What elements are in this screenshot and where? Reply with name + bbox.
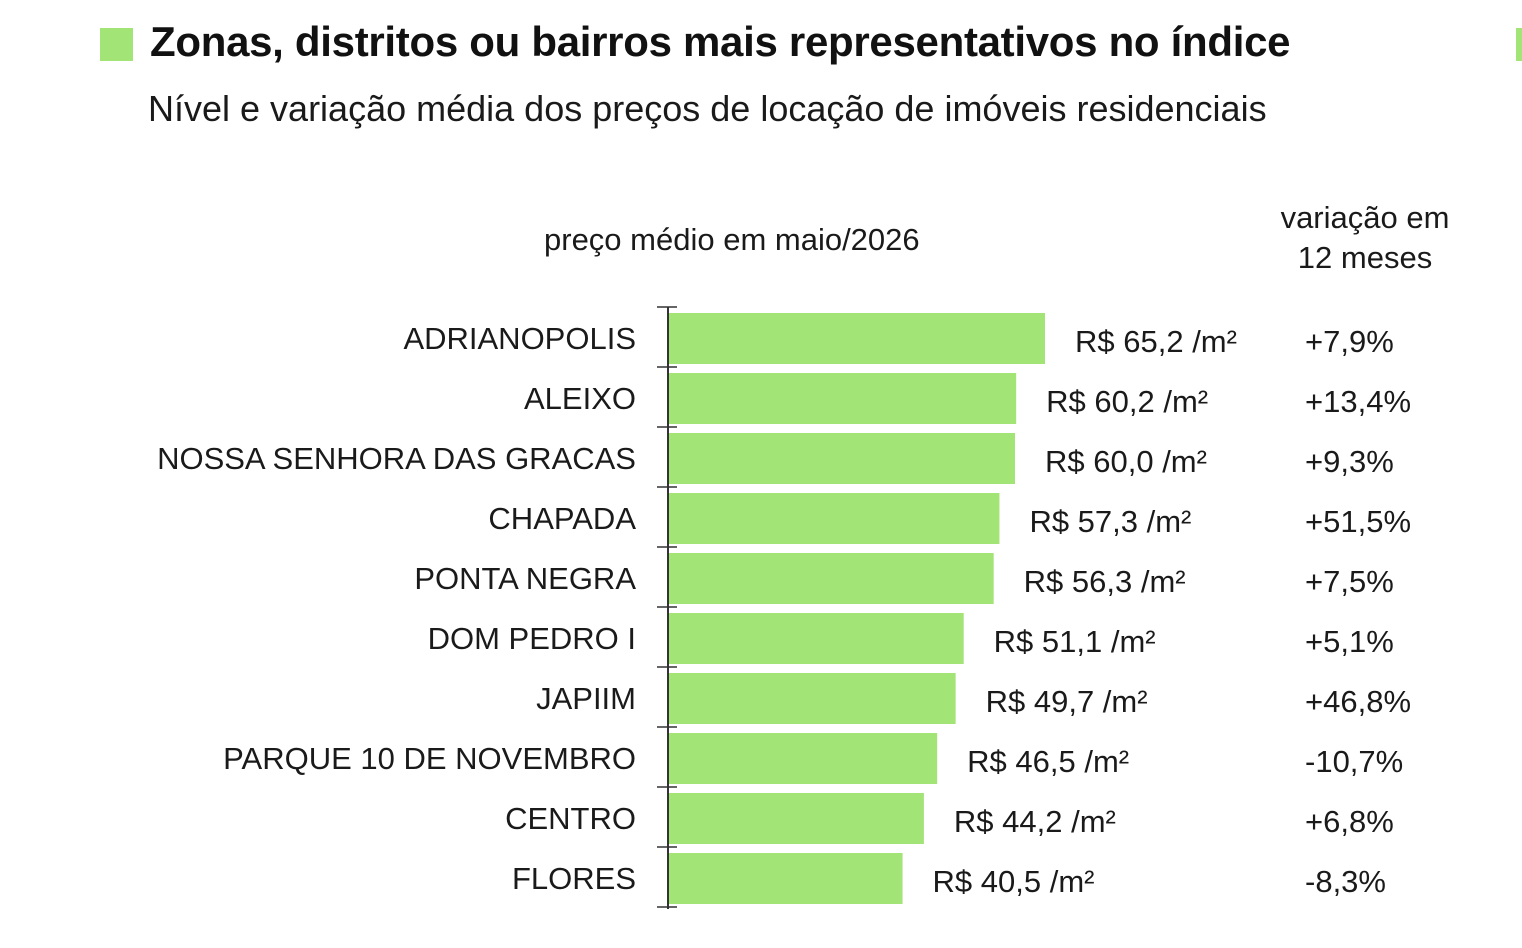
variation-label: +9,3% — [1305, 444, 1394, 479]
bar-2 — [669, 373, 1017, 424]
variation-label: +7,9% — [1305, 324, 1394, 359]
variation-label: -10,7% — [1305, 744, 1403, 779]
category-label: ALEIXO — [524, 381, 636, 416]
variation-label: -8,3% — [1305, 864, 1386, 899]
variation-label: +13,4% — [1305, 384, 1411, 419]
variation-column-header: variação em 12 meses — [1250, 198, 1480, 278]
variation-label: +46,8% — [1305, 684, 1411, 719]
variation-header-line1: variação em — [1280, 200, 1450, 235]
value-label: R$ 65,2 /m² — [1075, 324, 1237, 359]
category-label: PONTA NEGRA — [414, 561, 636, 596]
category-label: CENTRO — [505, 801, 636, 836]
bar-5 — [669, 553, 994, 604]
category-label: NOSSA SENHORA DAS GRACAS — [157, 441, 636, 476]
value-label: R$ 56,3 /m² — [1024, 564, 1186, 599]
bar-4 — [669, 493, 1000, 544]
category-label: DOM PEDRO I — [428, 621, 636, 656]
variation-header-line2: 12 meses — [1297, 240, 1433, 275]
category-label: PARQUE 10 DE NOVEMBRO — [223, 741, 636, 776]
bar-6 — [669, 613, 964, 664]
variation-label: +6,8% — [1305, 804, 1394, 839]
bar-8 — [669, 733, 938, 784]
variation-label: +7,5% — [1305, 564, 1394, 599]
chart-title: Zonas, distritos ou bairros mais represe… — [150, 18, 1291, 65]
category-label: CHAPADA — [488, 501, 636, 536]
value-label: R$ 46,5 /m² — [967, 744, 1129, 779]
edge-decoration — [1516, 28, 1522, 61]
category-label: JAPIIM — [536, 681, 636, 716]
variation-label: +51,5% — [1305, 504, 1411, 539]
value-label: R$ 51,1 /m² — [994, 624, 1156, 659]
value-label: R$ 44,2 /m² — [954, 804, 1116, 839]
variation-label: +5,1% — [1305, 624, 1394, 659]
value-label: R$ 60,2 /m² — [1046, 384, 1208, 419]
bar-7 — [669, 673, 956, 724]
bar-10 — [669, 853, 903, 904]
bar-9 — [669, 793, 924, 844]
title-legend-square — [100, 28, 133, 61]
value-label: R$ 57,3 /m² — [1029, 504, 1191, 539]
value-label: R$ 60,0 /m² — [1045, 444, 1207, 479]
value-label: R$ 49,7 /m² — [986, 684, 1148, 719]
category-label: FLORES — [512, 861, 636, 896]
bar-3 — [669, 433, 1016, 484]
value-label: R$ 40,5 /m² — [933, 864, 1095, 899]
price-column-header: preço médio em maio/2026 — [544, 222, 920, 257]
category-label: ADRIANOPOLIS — [403, 321, 636, 356]
chart-subtitle: Nível e variação média dos preços de loc… — [148, 88, 1267, 129]
bar-1 — [669, 313, 1045, 364]
